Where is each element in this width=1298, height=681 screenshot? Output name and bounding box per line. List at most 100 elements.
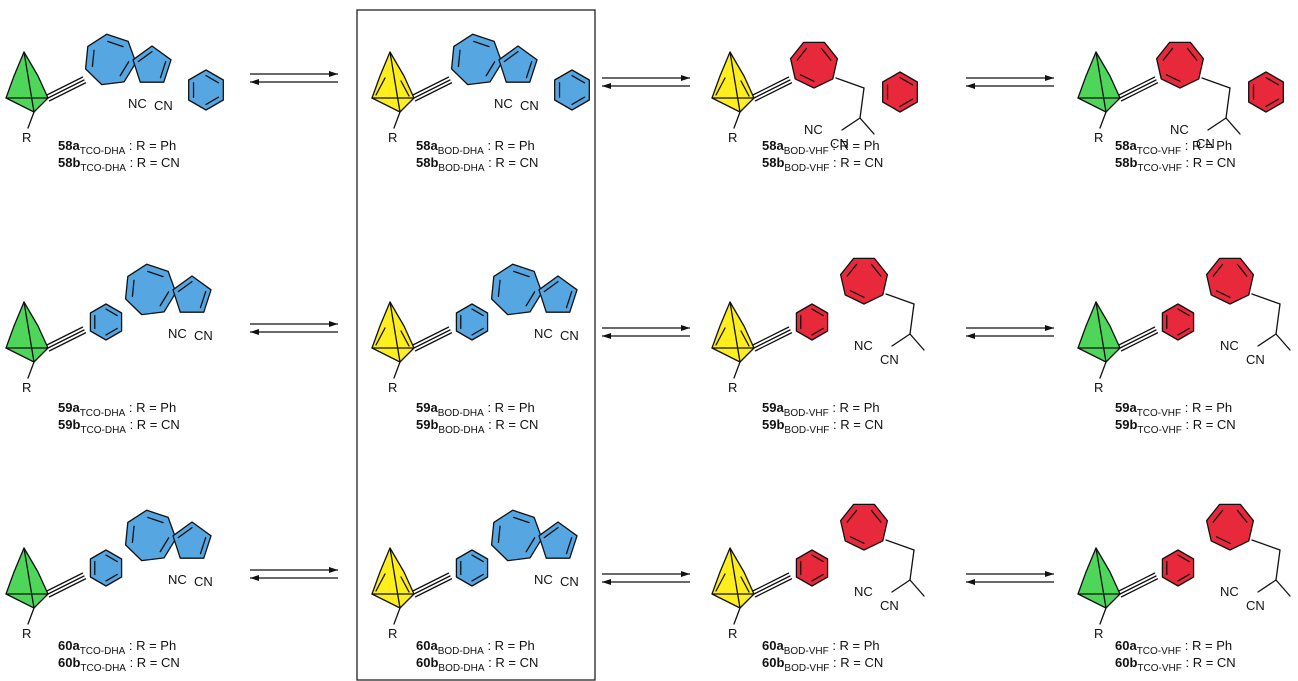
double-bond xyxy=(105,327,118,336)
bond xyxy=(393,111,401,129)
nc-label: NC xyxy=(168,326,187,341)
tetracyclooctane-cage xyxy=(5,301,49,363)
alkyne-bond xyxy=(751,76,790,96)
alkyne-bond xyxy=(47,575,85,595)
double-bond xyxy=(400,330,410,347)
compound-state: BOD-DHA xyxy=(438,408,484,419)
bond xyxy=(1275,579,1291,597)
r-substituent-label: R xyxy=(388,130,397,145)
cn-label: CN xyxy=(830,136,849,151)
double-bond xyxy=(899,76,914,86)
double-bond xyxy=(131,525,135,544)
compound-label: 58bTCO-DHA : R = CN xyxy=(58,155,180,174)
r-substituent-label: R xyxy=(1094,130,1103,145)
bond xyxy=(1095,51,1107,113)
compound-state: BOD-VHF xyxy=(784,408,829,419)
bond xyxy=(733,607,741,625)
compound-state: TCO-VHF xyxy=(1137,146,1181,157)
double-bond xyxy=(525,291,536,307)
double-bond xyxy=(471,554,484,563)
bond xyxy=(1225,87,1231,119)
double-bond xyxy=(525,537,536,553)
double-bond xyxy=(715,327,726,346)
tetracyclooctane-cage xyxy=(1077,301,1121,363)
bond xyxy=(1275,549,1281,581)
alkyne-bond xyxy=(414,578,453,598)
double-bond xyxy=(740,330,750,347)
double-bond xyxy=(199,290,207,309)
bond xyxy=(1207,117,1227,131)
alkyne-bond xyxy=(754,578,793,598)
bond xyxy=(859,117,875,135)
double-bond xyxy=(177,280,193,293)
r-substituent-label: R xyxy=(1094,380,1103,395)
equilibrium-arrows xyxy=(966,325,1054,339)
compound-label: 58aBOD-VHF : R = Ph xyxy=(762,138,880,157)
bond xyxy=(885,293,915,305)
compound-substituent: : R = Ph xyxy=(484,638,535,653)
alkyne-bond xyxy=(411,326,450,346)
bicycloheptadiene-cage xyxy=(371,301,415,363)
bicycloheptadiene-cage xyxy=(371,547,415,609)
double-bond xyxy=(1177,554,1190,563)
cn-label: CN xyxy=(154,98,173,113)
arrowhead xyxy=(329,321,338,327)
arrowhead xyxy=(329,567,338,573)
double-bond xyxy=(457,49,461,68)
compound-substituent: : R = Ph xyxy=(1181,638,1232,653)
compound-substituent: : R = CN xyxy=(829,155,883,170)
double-bond xyxy=(1186,47,1198,61)
alkyne-bond xyxy=(45,76,84,96)
double-bond xyxy=(105,573,118,582)
compound-state: TCO-VHF xyxy=(1137,646,1181,657)
double-bond xyxy=(1162,47,1174,61)
alkyne-bond xyxy=(753,79,791,99)
double-bond xyxy=(796,47,808,61)
compound-state: TCO-DHA xyxy=(80,646,126,657)
compound-id: 59a xyxy=(416,400,438,415)
bond xyxy=(909,303,915,335)
compound-state: TCO-DHA xyxy=(80,163,126,174)
alkyne-bond xyxy=(413,79,451,99)
compound-label: 59aTCO-VHF : R = Ph xyxy=(1115,400,1232,419)
double-bond xyxy=(471,327,484,336)
arrowhead xyxy=(966,579,975,585)
compound-state: TCO-VHF xyxy=(1137,163,1181,174)
double-bond xyxy=(1265,98,1280,108)
compound-label: 58aBOD-DHA : R = Ph xyxy=(416,138,535,157)
nc-label: NC xyxy=(1170,122,1189,137)
compound-id: 58b xyxy=(1115,155,1137,170)
compound-label: 59aBOD-VHF : R = Ph xyxy=(762,400,880,419)
double-bond xyxy=(177,526,193,539)
bond xyxy=(733,361,741,379)
double-bond xyxy=(811,308,824,317)
compound-substituent: : R = Ph xyxy=(125,400,176,415)
double-bond xyxy=(1212,509,1224,523)
arrowhead xyxy=(966,83,975,89)
bond xyxy=(733,111,741,129)
r-substituent-label: R xyxy=(22,626,31,641)
equilibrium-arrows xyxy=(250,567,338,581)
arrowhead xyxy=(602,579,611,585)
tetracyclooctane-cage xyxy=(5,51,49,113)
equilibrium-arrows xyxy=(602,571,690,585)
compound-state: BOD-VHF xyxy=(784,425,829,436)
double-bond xyxy=(375,573,386,592)
structure-59-bod-dha: R NC CN xyxy=(371,263,579,395)
nc-label: NC xyxy=(1220,584,1239,599)
compound-state: BOD-VHF xyxy=(784,663,829,674)
compound-state: BOD-VHF xyxy=(784,146,829,157)
double-bond xyxy=(1177,327,1190,336)
double-bond xyxy=(199,536,207,555)
alkyne-bond xyxy=(414,332,453,352)
cn-label: CN xyxy=(194,328,213,343)
compound-state: TCO-DHA xyxy=(80,408,126,419)
bond xyxy=(1099,607,1107,625)
double-bond xyxy=(497,525,501,544)
alkyne-bond xyxy=(1120,578,1159,598)
r-substituent-label: R xyxy=(728,130,737,145)
compound-substituent: : R = Ph xyxy=(125,638,176,653)
compound-id: 58b xyxy=(416,155,438,170)
cn-label: CN xyxy=(560,574,579,589)
